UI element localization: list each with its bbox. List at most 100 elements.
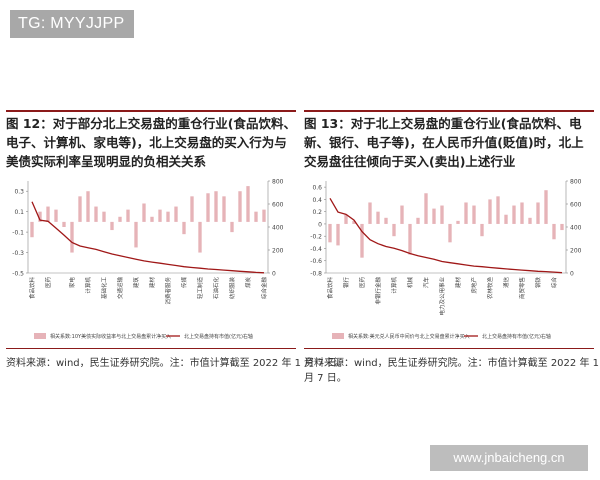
chart-bar (246, 186, 250, 222)
chart-bar (46, 206, 50, 222)
right-axis-tick-label: 0 (570, 271, 574, 278)
left-axis-tick-label: -0.6 (310, 258, 322, 265)
chart-bar (158, 209, 162, 222)
x-tick-label: 银行 (342, 277, 350, 289)
x-tick-label: 纺织服装 (228, 277, 236, 300)
chart-bar (400, 205, 404, 224)
x-tick-label: 建材 (148, 277, 156, 289)
legend-bar-label: 相关系数:美元兑人民币中间价与北上交易盘累计净买入 (348, 333, 470, 340)
x-tick-label: 食品饮料 (28, 277, 36, 300)
chart-bar (544, 190, 548, 224)
channel-tag: TG: MYYJJPP (10, 10, 134, 38)
x-tick-label: 计算机 (390, 277, 398, 294)
left-axis-tick-label: 0 (318, 221, 322, 228)
chart-bar (488, 199, 492, 224)
chart-bar (142, 203, 146, 222)
left-axis-tick-label: -0.3 (12, 250, 24, 257)
chart-bar (560, 223, 564, 231)
x-tick-label: 农林牧渔 (486, 277, 494, 300)
chart-bar (118, 216, 122, 222)
chart-bar (424, 193, 428, 224)
legend-bar-label: 相关系数:10Y美债实际收益率与北上交易盘累计净买入 (50, 333, 171, 340)
chart-bar (416, 217, 420, 224)
figure-12-top-rule (6, 110, 296, 112)
chart-bar (528, 217, 532, 224)
chart-bar (392, 223, 396, 237)
chart-bar (182, 221, 186, 235)
figure-12-source: 资料来源：wind，民生证券研究院。注：市值计算截至 2022 年 1 月 7 … (6, 358, 347, 369)
chart-bar (254, 211, 258, 222)
left-axis-tick-label: -0.2 (310, 234, 322, 241)
x-tick-label: 轻工制造 (196, 277, 204, 300)
chart-bar (328, 223, 332, 243)
x-tick-label: 钢铁 (534, 277, 542, 289)
chart-bar (384, 217, 388, 224)
holding-value-line (329, 197, 563, 274)
right-axis-tick-label: 600 (272, 202, 284, 209)
chart-bar (440, 205, 444, 224)
chart-bar (110, 221, 114, 231)
x-tick-label: 机械 (406, 277, 414, 289)
chart-bar (30, 221, 34, 238)
left-axis-tick-label: 0.1 (14, 209, 24, 216)
right-axis-tick-label: 600 (570, 202, 582, 209)
x-tick-label: 石油石化 (212, 277, 220, 300)
chart-bar (78, 196, 82, 222)
x-tick-label: 基础化工 (100, 277, 108, 300)
chart-bar (448, 223, 452, 243)
legend-line-label: 北上交易盘持有市值(亿元)右轴 (482, 333, 551, 340)
chart-bar (456, 220, 460, 224)
right-axis-tick-label: 400 (570, 225, 582, 232)
figure-13-title: 图 13：对于北上交易盘的重仓行业(食品饮料、电新、银行、电子等)，在人民币升值… (304, 116, 584, 169)
chart-bar (206, 193, 210, 222)
chart-bar (190, 196, 194, 222)
chart-bar (360, 223, 364, 258)
holding-value-line (31, 201, 265, 274)
x-tick-label: 综合 (550, 277, 558, 289)
chart-bar (432, 208, 436, 224)
chart-bar (536, 202, 540, 224)
chart-bar (150, 216, 154, 222)
figure-13-top-rule (304, 110, 594, 112)
figure-12-bottom-rule (6, 348, 296, 349)
x-tick-label: 建筑 (132, 277, 140, 289)
chart-bar (198, 221, 202, 253)
chart-bar (520, 202, 524, 224)
x-tick-label: 煤炭 (244, 277, 252, 289)
x-tick-label: 交通运输 (116, 277, 124, 300)
figure-12-chart: -0.5 -0.3 -0.1 0.1 0.3 0 200 400 600 800 食品饮料 医药 家电计… (12, 179, 284, 341)
chart-bar (134, 221, 138, 248)
x-tick-label: 商贸零售 (518, 277, 526, 299)
chart-bar (238, 191, 242, 222)
chart-bar (472, 205, 476, 224)
x-tick-label: 电力及公用事业 (438, 277, 446, 316)
chart-bar (102, 211, 106, 222)
chart-bar (352, 220, 356, 224)
right-axis-tick-label: 200 (570, 248, 582, 255)
legend-bar-swatch (332, 333, 344, 339)
left-axis-tick-label: -0.8 (310, 271, 322, 278)
figure-13-chart: -0.8 -0.6 -0.4 -0.2 0 0.2 0.4 0.6 0 200 400 600 800 食… (310, 179, 582, 341)
right-axis-tick-label: 800 (570, 179, 582, 186)
figure-12-title: 图 12：对于部分北上交易盘的重仓行业(食品饮料、电子、计算机、家电等)，北上交… (6, 116, 296, 169)
right-axis-tick-label: 0 (272, 271, 276, 278)
chart-bar (504, 214, 508, 224)
chart-bar (336, 223, 340, 246)
left-axis-tick-label: -0.1 (12, 230, 24, 237)
chart-bar (368, 202, 372, 224)
chart-bar (94, 206, 98, 222)
x-tick-label: 非银行金融 (374, 277, 382, 305)
chart-bar (230, 221, 234, 233)
legend-bar-swatch (34, 333, 46, 339)
x-tick-label: 通信 (502, 277, 510, 289)
x-tick-label: 房地产 (470, 277, 478, 294)
x-tick-label: 汽车 (422, 277, 430, 289)
x-tick-label: 家电 (68, 277, 76, 289)
left-axis-tick-label: 0.4 (312, 197, 322, 204)
left-axis-tick-label: -0.4 (310, 246, 322, 253)
chart-bar (166, 211, 170, 222)
x-tick-label: 医药 (358, 277, 366, 289)
figure-13-source: 资料来源：wind，民生证券研究院。注：市值计算截至 2022 年 1 月 7 … (304, 358, 599, 384)
right-axis-tick-label: 400 (272, 225, 284, 232)
left-axis-tick-label: 0.6 (312, 185, 322, 192)
